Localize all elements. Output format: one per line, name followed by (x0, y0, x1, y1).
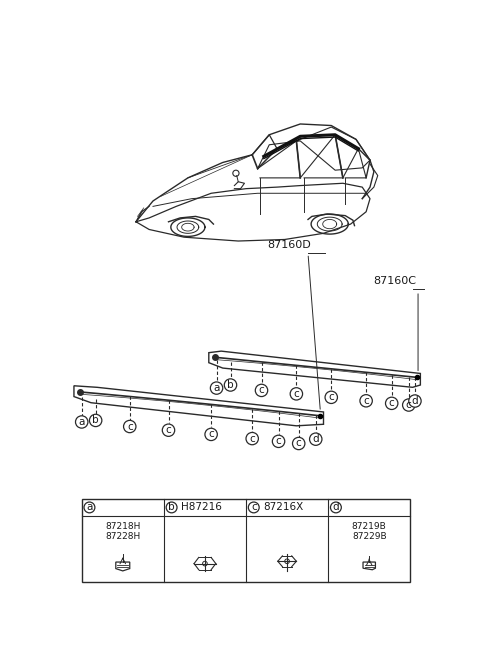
Circle shape (205, 428, 217, 441)
Circle shape (162, 424, 175, 436)
Text: c: c (406, 400, 412, 410)
Circle shape (409, 395, 421, 407)
Circle shape (210, 382, 223, 394)
Text: d: d (312, 434, 319, 444)
Circle shape (330, 502, 341, 513)
Circle shape (290, 388, 302, 400)
Circle shape (246, 432, 258, 445)
Text: c: c (296, 438, 301, 449)
Circle shape (255, 384, 268, 397)
Text: c: c (363, 396, 369, 406)
Text: c: c (208, 430, 214, 440)
Text: c: c (166, 425, 171, 435)
Circle shape (272, 435, 285, 447)
Text: c: c (259, 385, 264, 395)
Text: c: c (276, 436, 281, 446)
Text: c: c (389, 399, 395, 408)
Polygon shape (74, 386, 324, 426)
Circle shape (292, 438, 305, 449)
Text: c: c (293, 389, 299, 399)
Text: b: b (92, 415, 99, 426)
Bar (82, 499, 410, 582)
Circle shape (248, 502, 259, 513)
Text: c: c (328, 393, 334, 403)
Text: a: a (86, 502, 93, 512)
Text: b: b (227, 380, 234, 390)
Text: d: d (412, 396, 418, 406)
Text: 87160C: 87160C (373, 276, 416, 286)
Text: b: b (168, 502, 175, 512)
Circle shape (385, 397, 398, 410)
Text: 87218H
87228H: 87218H 87228H (105, 522, 141, 541)
Text: d: d (333, 502, 339, 512)
Text: a: a (79, 417, 85, 427)
Text: c: c (251, 502, 257, 512)
Polygon shape (209, 351, 420, 387)
Text: 87216X: 87216X (263, 502, 303, 512)
Circle shape (325, 391, 337, 403)
Circle shape (403, 399, 415, 411)
Circle shape (84, 502, 95, 513)
Circle shape (123, 420, 136, 433)
Circle shape (310, 433, 322, 446)
Circle shape (75, 416, 88, 428)
Circle shape (224, 379, 237, 391)
Text: 87219B
87229B: 87219B 87229B (352, 522, 386, 541)
Text: H87216: H87216 (181, 502, 222, 512)
Text: c: c (127, 422, 132, 432)
Text: c: c (249, 434, 255, 444)
Text: 87160D: 87160D (267, 240, 311, 251)
Circle shape (166, 502, 177, 513)
Circle shape (360, 395, 372, 407)
Circle shape (89, 414, 102, 426)
Text: a: a (214, 383, 220, 393)
